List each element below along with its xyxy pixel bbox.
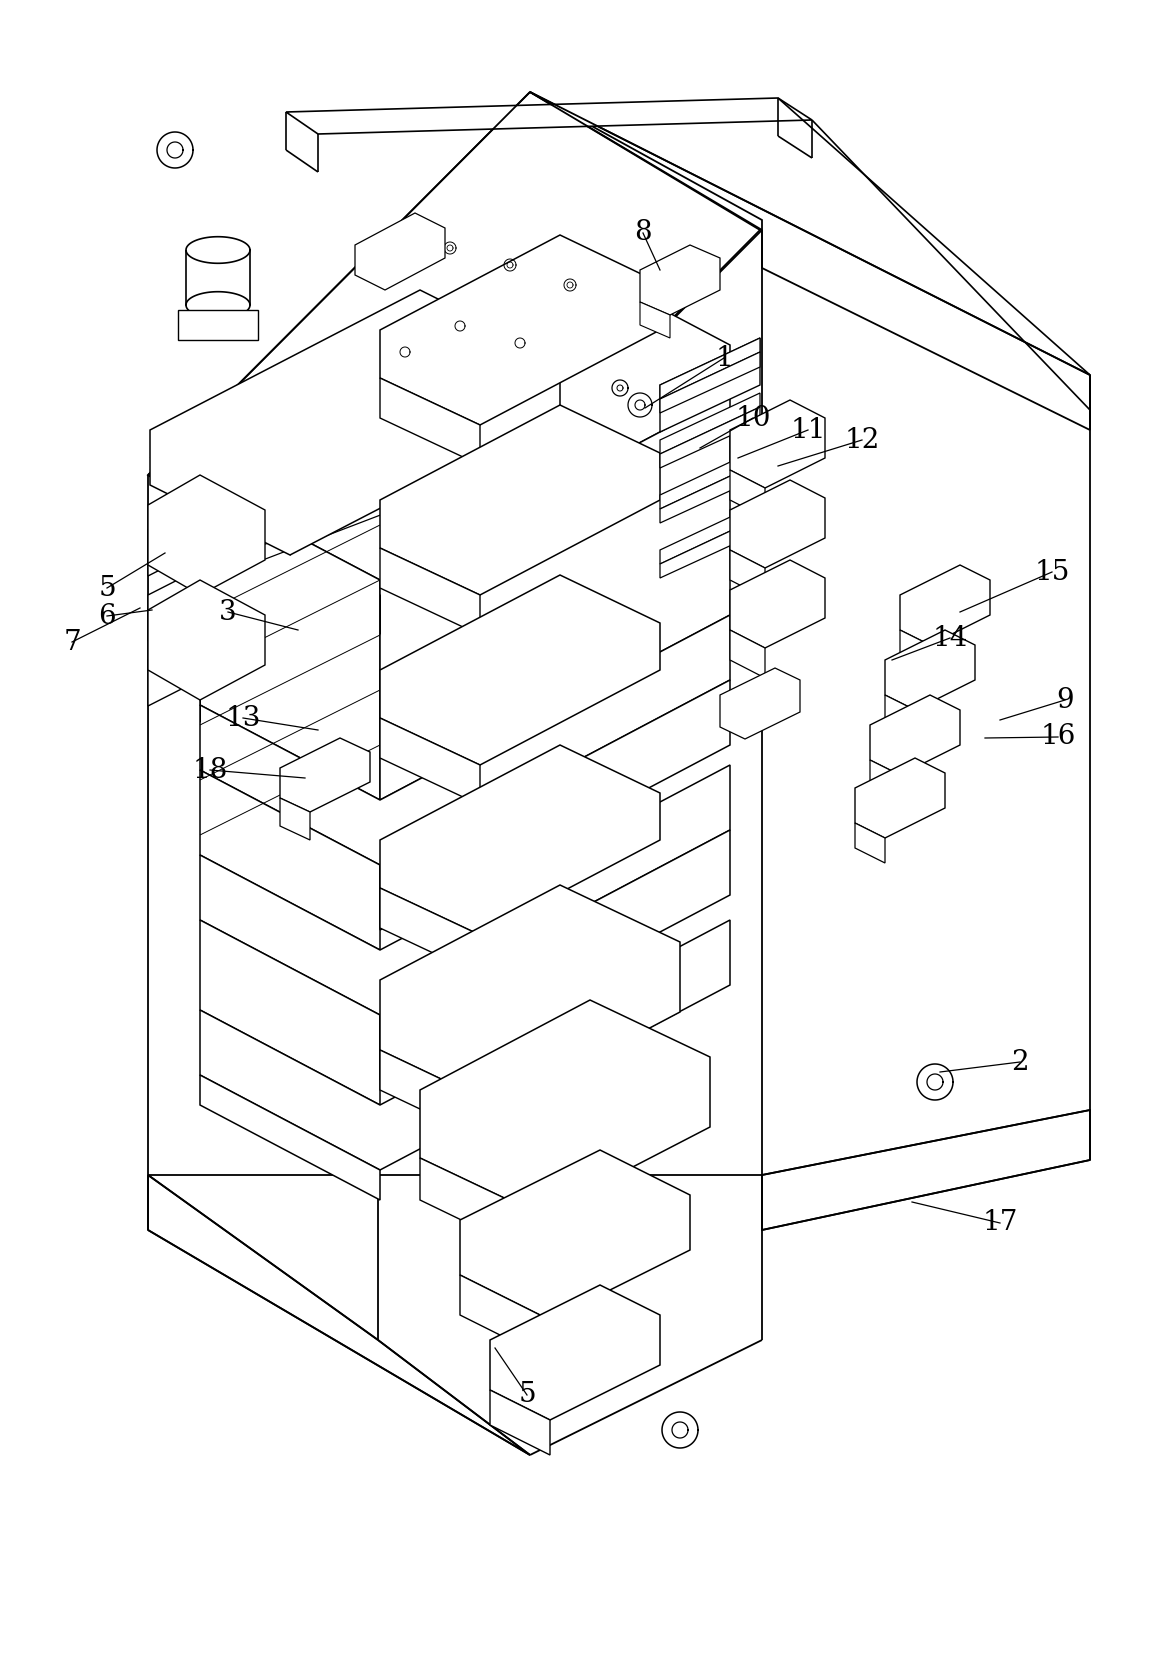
- Polygon shape: [380, 718, 480, 805]
- Text: 16: 16: [1040, 723, 1075, 751]
- Polygon shape: [380, 395, 730, 801]
- Polygon shape: [355, 213, 445, 289]
- Polygon shape: [200, 1075, 380, 1201]
- Polygon shape: [885, 695, 915, 734]
- Text: 14: 14: [932, 625, 968, 652]
- Text: 8: 8: [634, 220, 651, 246]
- Polygon shape: [280, 738, 370, 812]
- Polygon shape: [200, 920, 380, 1105]
- Polygon shape: [280, 797, 310, 840]
- Polygon shape: [901, 566, 990, 645]
- Polygon shape: [380, 379, 480, 465]
- Polygon shape: [148, 581, 264, 700]
- Polygon shape: [380, 885, 680, 1107]
- Text: 18: 18: [192, 756, 227, 784]
- Polygon shape: [148, 632, 203, 706]
- Polygon shape: [285, 98, 812, 134]
- Polygon shape: [200, 771, 380, 949]
- Polygon shape: [661, 337, 760, 432]
- Text: 7: 7: [63, 629, 80, 655]
- Polygon shape: [730, 630, 765, 678]
- Polygon shape: [901, 630, 930, 670]
- Polygon shape: [148, 503, 203, 576]
- Polygon shape: [720, 668, 800, 739]
- Polygon shape: [200, 485, 380, 801]
- Polygon shape: [421, 1001, 709, 1216]
- Text: 13: 13: [225, 705, 261, 731]
- Polygon shape: [178, 309, 257, 341]
- Polygon shape: [200, 250, 730, 581]
- Polygon shape: [661, 503, 760, 564]
- Text: 17: 17: [982, 1209, 1018, 1237]
- Polygon shape: [380, 830, 730, 1080]
- Polygon shape: [380, 1050, 500, 1146]
- Polygon shape: [148, 567, 203, 642]
- Polygon shape: [661, 461, 760, 523]
- Polygon shape: [730, 400, 825, 488]
- Polygon shape: [530, 93, 1090, 430]
- Polygon shape: [148, 1174, 530, 1456]
- Polygon shape: [380, 235, 661, 425]
- Polygon shape: [380, 576, 661, 766]
- Text: 9: 9: [1057, 686, 1074, 713]
- Polygon shape: [730, 561, 825, 648]
- Polygon shape: [380, 680, 730, 930]
- Polygon shape: [148, 93, 760, 615]
- Text: 6: 6: [98, 602, 115, 630]
- Polygon shape: [460, 1275, 550, 1360]
- Polygon shape: [661, 352, 760, 414]
- Text: 2: 2: [1011, 1049, 1029, 1075]
- Polygon shape: [730, 470, 765, 518]
- Polygon shape: [640, 303, 670, 337]
- Text: 5: 5: [518, 1381, 536, 1409]
- Polygon shape: [380, 547, 480, 635]
- Polygon shape: [730, 480, 825, 567]
- Polygon shape: [460, 1150, 690, 1320]
- Polygon shape: [661, 337, 760, 399]
- Polygon shape: [661, 407, 760, 468]
- Text: 1: 1: [715, 344, 733, 372]
- Text: 3: 3: [219, 599, 236, 625]
- Polygon shape: [730, 551, 765, 599]
- Polygon shape: [490, 1285, 661, 1421]
- Polygon shape: [661, 394, 760, 453]
- Polygon shape: [380, 405, 661, 595]
- Text: 10: 10: [735, 405, 771, 432]
- Polygon shape: [200, 766, 730, 1016]
- Polygon shape: [421, 1158, 541, 1259]
- Polygon shape: [661, 448, 760, 509]
- Polygon shape: [870, 759, 901, 801]
- Polygon shape: [661, 518, 760, 577]
- Text: 11: 11: [790, 417, 826, 443]
- Polygon shape: [762, 1110, 1090, 1231]
- Text: 15: 15: [1035, 559, 1069, 586]
- Text: 5: 5: [98, 574, 115, 602]
- Polygon shape: [640, 245, 720, 314]
- Polygon shape: [148, 475, 264, 595]
- Text: 12: 12: [845, 427, 880, 453]
- Polygon shape: [380, 744, 661, 935]
- Polygon shape: [200, 920, 730, 1169]
- Polygon shape: [150, 289, 560, 556]
- Polygon shape: [885, 630, 975, 710]
- Polygon shape: [200, 615, 730, 865]
- Polygon shape: [380, 888, 480, 974]
- Polygon shape: [855, 824, 885, 863]
- Polygon shape: [870, 695, 960, 776]
- Polygon shape: [855, 758, 945, 839]
- Polygon shape: [490, 1389, 550, 1456]
